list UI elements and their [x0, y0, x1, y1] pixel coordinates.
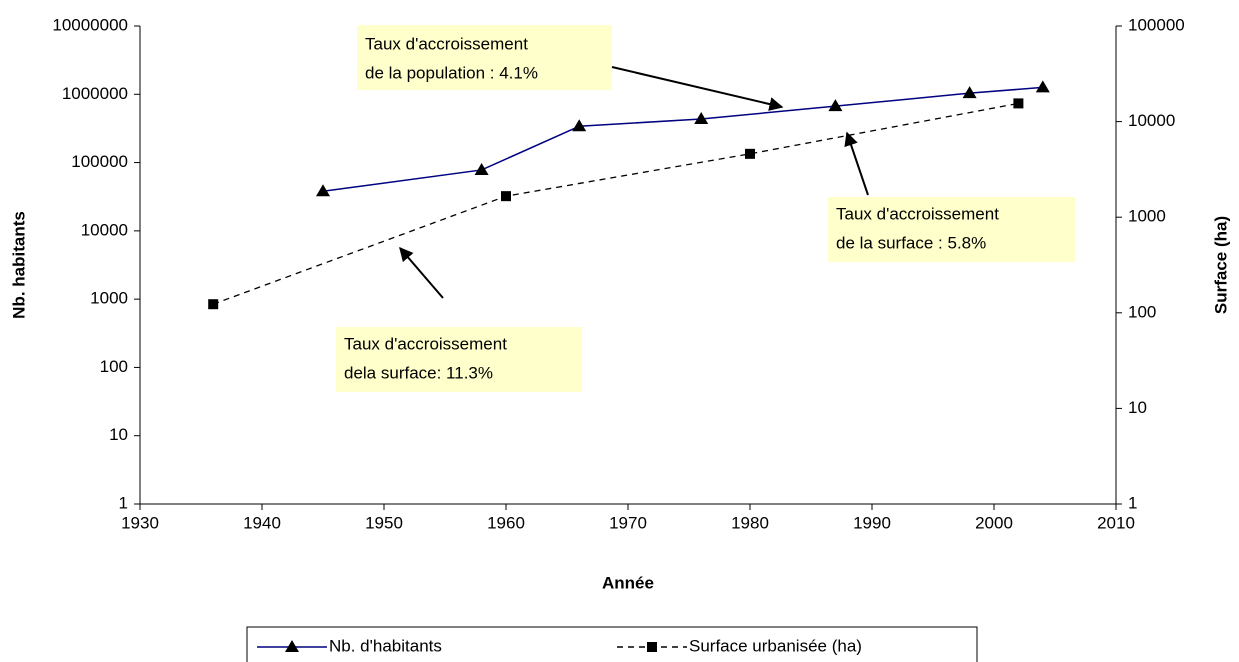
x-tick-label: 1930 [121, 513, 159, 532]
y2-tick-label: 10000 [1128, 111, 1175, 130]
y2-axis-label: Surface (ha) [1211, 216, 1230, 314]
x-tick-label: 2010 [1097, 513, 1135, 532]
annotation-arrow [611, 66, 784, 111]
y2-tick-label: 1000 [1128, 207, 1166, 226]
x-axis-label: Année [602, 573, 654, 592]
point-marker [828, 99, 843, 112]
annotation-text: Taux d'accroissement [365, 34, 528, 53]
annotation-box [828, 197, 1075, 262]
x-tick-label: 1970 [609, 513, 647, 532]
x-tick-label: 1960 [487, 513, 525, 532]
y-axis-label: Nb. habitants [9, 211, 28, 319]
legend-box [246, 626, 978, 662]
point-marker [501, 191, 511, 202]
point-marker [745, 148, 755, 159]
y-tick-label: 1 [119, 493, 128, 512]
legend-label: Nb. d'habitants [329, 636, 442, 655]
y-tick-label: 100000 [71, 152, 128, 171]
annotation-text: Taux d'accroissement [836, 204, 999, 223]
y2-tick-label: 1 [1128, 493, 1137, 512]
annotation-text: Taux d'accroissement [344, 334, 507, 353]
y2-tick-label: 10 [1128, 398, 1147, 417]
annotation-arrow [399, 246, 444, 299]
annotation-text: de la population : 4.1% [365, 63, 538, 82]
point-marker [285, 640, 299, 652]
annotation-text: de la surface : 5.8% [836, 233, 986, 252]
annotation-box [336, 327, 582, 392]
annotation-text: dela surface: 11.3% [344, 363, 493, 382]
annotation-arrow [844, 131, 869, 196]
y-tick-label: 10000 [81, 220, 128, 239]
x-tick-label: 2000 [975, 513, 1013, 532]
annotation-box [357, 25, 612, 90]
x-tick-label: 1950 [365, 513, 403, 532]
x-tick-label: 1990 [853, 513, 891, 532]
point-marker [208, 299, 219, 310]
x-tick-label: 1980 [731, 513, 769, 532]
y-tick-label: 1000000 [62, 84, 128, 103]
series-line [322, 86, 1043, 193]
y2-tick-label: 100 [1128, 302, 1156, 321]
point-marker [1013, 98, 1024, 109]
point-marker [1035, 80, 1050, 93]
series-line [212, 102, 1019, 305]
y-tick-label: 1000 [90, 289, 128, 308]
point-marker [572, 119, 587, 132]
point-marker [962, 86, 977, 99]
point-marker [694, 111, 709, 124]
y2-tick-label: 100000 [1128, 15, 1185, 34]
y-tick-label: 10000000 [52, 15, 128, 34]
point-marker [474, 162, 489, 175]
point-marker [316, 184, 330, 197]
legend-label: Surface urbanisée (ha) [689, 636, 862, 655]
x-tick-label: 1940 [243, 513, 281, 532]
y-tick-label: 100 [100, 357, 128, 376]
point-marker [647, 642, 657, 652]
y-tick-label: 10 [109, 425, 128, 444]
